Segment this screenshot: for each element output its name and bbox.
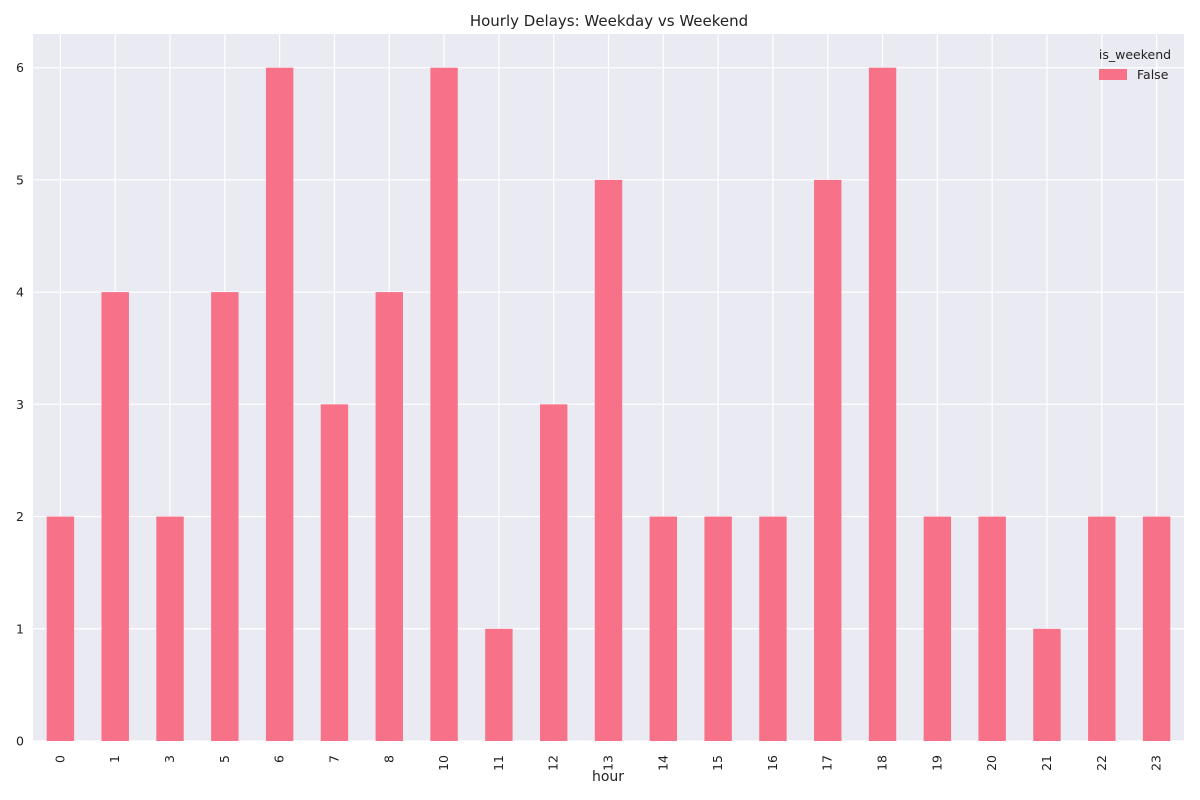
bar	[485, 628, 513, 741]
bar	[649, 516, 678, 741]
y-tick-label: 5	[16, 172, 24, 187]
x-tick-label: 1	[107, 755, 122, 763]
x-tick-label: 0	[52, 755, 67, 763]
x-tick-label: 18	[875, 755, 890, 771]
x-tick-label: 23	[1149, 755, 1164, 771]
bars-layer	[46, 67, 1171, 741]
bar	[46, 516, 75, 741]
x-tick-label: 7	[326, 755, 341, 763]
bar	[759, 516, 787, 741]
bar	[101, 292, 129, 741]
bar	[594, 179, 623, 741]
bar	[1088, 516, 1116, 741]
legend: is_weekend False	[1099, 47, 1171, 82]
x-axis: 0 1 3 5 6 7 8 10 11 12 13 14 15 16 17 18 19 20 21 22 23	[52, 755, 1163, 771]
legend-entry-label: False	[1137, 67, 1169, 82]
x-tick-label: 15	[710, 755, 725, 771]
x-tick-label: 8	[381, 755, 396, 763]
bar	[1033, 628, 1061, 741]
x-tick-label: 13	[601, 755, 616, 771]
x-tick-label: 22	[1094, 755, 1109, 771]
x-tick-label: 16	[765, 755, 780, 771]
bar	[430, 67, 458, 741]
x-tick-label: 17	[820, 755, 835, 771]
x-tick-label: 6	[272, 755, 287, 763]
x-tick-label: 12	[546, 755, 561, 771]
x-tick-label: 5	[217, 755, 232, 763]
bar	[1142, 516, 1171, 741]
x-tick-label: 3	[162, 755, 177, 763]
bar	[320, 404, 349, 741]
bar	[375, 292, 403, 741]
bar	[814, 179, 842, 741]
legend-swatch	[1099, 69, 1127, 80]
x-tick-label: 21	[1039, 755, 1054, 771]
bar	[211, 292, 239, 741]
legend-title: is_weekend	[1099, 47, 1171, 62]
y-tick-label: 2	[16, 509, 24, 524]
x-tick-label: 11	[491, 755, 506, 771]
x-tick-label: 14	[655, 755, 670, 771]
y-tick-label: 4	[16, 285, 24, 300]
x-axis-label: hour	[592, 769, 624, 785]
y-tick-label: 3	[16, 397, 24, 412]
chart-title: Hourly Delays: Weekday vs Weekend	[470, 12, 748, 30]
bar	[978, 516, 1006, 741]
bar	[265, 67, 294, 741]
x-tick-label: 19	[929, 755, 944, 771]
y-tick-label: 6	[16, 60, 24, 75]
y-tick-label: 0	[16, 734, 24, 749]
bar	[539, 404, 568, 741]
y-tick-label: 1	[16, 621, 24, 636]
x-tick-label: 20	[984, 755, 999, 771]
bar	[156, 516, 184, 741]
bar	[704, 516, 732, 741]
y-axis: 0 1 2 3 4 5 6	[16, 60, 24, 748]
bar	[868, 67, 897, 741]
x-tick-label: 10	[436, 755, 451, 771]
bar	[923, 516, 952, 741]
